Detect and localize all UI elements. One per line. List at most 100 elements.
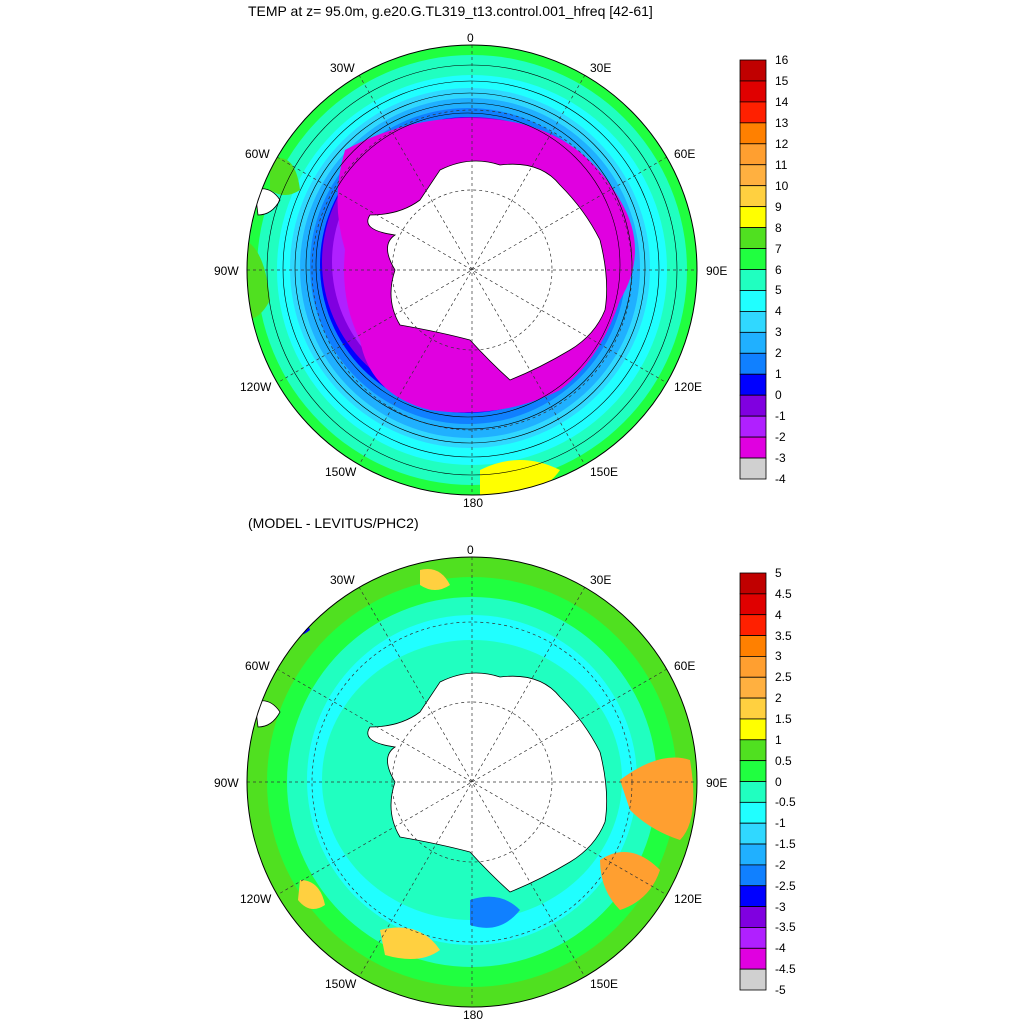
- bottom-colorbar-box: [739, 739, 767, 762]
- bottom-colorbar-box: [739, 843, 767, 866]
- bottom-colorbar-label: 3.5: [775, 628, 792, 643]
- bottom-colorbar-box: [739, 656, 767, 678]
- top-colorbar-box: [739, 415, 767, 438]
- top-lon-60w: 60W: [245, 147, 270, 161]
- top-colorbar-label: 8: [775, 220, 782, 235]
- top-colorbar-box: [739, 352, 767, 375]
- top-colorbar-box: [739, 143, 767, 166]
- top-colorbar-box: [739, 122, 767, 145]
- bottom-lon-90e: 90E: [706, 776, 728, 790]
- top-colorbar-box: [739, 227, 767, 249]
- top-colorbar-label: -4: [775, 472, 786, 486]
- top-lon-180: 180: [463, 496, 484, 510]
- bottom-colorbar-box: [739, 760, 767, 782]
- bottom-colorbar-label: -2: [775, 857, 786, 872]
- bottom-colorbar: [739, 572, 767, 991]
- bottom-panel-title: (MODEL - LEVITUS/PHC2): [248, 515, 419, 531]
- bottom-lon-120e: 120E: [674, 892, 703, 906]
- top-colorbar-box: [739, 206, 767, 228]
- top-colorbar-box: [739, 185, 767, 208]
- top-temperature-map: [247, 45, 697, 495]
- top-lon-0: 0: [467, 31, 474, 45]
- top-colorbar-box: [739, 331, 767, 354]
- bottom-lon-30e: 30E: [590, 573, 612, 587]
- bottom-colorbar-label: -4: [775, 941, 786, 956]
- top-colorbar-label: 1: [775, 367, 782, 382]
- bottom-colorbar-box: [739, 801, 767, 824]
- bottom-colorbar-box: [739, 822, 767, 845]
- bottom-colorbar-box: [739, 947, 767, 970]
- bottom-colorbar-box: [739, 635, 767, 657]
- bottom-colorbar-box: [739, 864, 767, 887]
- bottom-colorbar-label: 2.5: [775, 670, 792, 685]
- bottom-lon-120w: 120W: [240, 892, 272, 906]
- top-colorbar-box: [739, 436, 767, 459]
- bottom-colorbar-box: [739, 781, 767, 803]
- bottom-lon-30w: 30W: [330, 573, 355, 587]
- bottom-difference-map: [247, 557, 697, 1007]
- bottom-colorbar-box: [739, 906, 767, 928]
- bottom-colorbar-box: [739, 718, 767, 741]
- top-colorbar-box: [739, 310, 767, 333]
- top-lon-90e: 90E: [706, 264, 728, 278]
- top-lon-30e: 30E: [590, 61, 612, 75]
- top-lon-30w: 30W: [330, 61, 355, 75]
- top-colorbar-label: 13: [775, 115, 789, 130]
- bottom-colorbar-label: 1.5: [775, 711, 792, 726]
- bottom-lon-0: 0: [467, 543, 474, 557]
- bottom-colorbar-label: 4: [775, 607, 782, 622]
- top-colorbar-box: [739, 59, 767, 82]
- top-colorbar-label: 4: [775, 304, 782, 319]
- bottom-colorbar-label: 0.5: [775, 753, 792, 768]
- bottom-colorbar-label: -1.5: [775, 837, 796, 852]
- bottom-colorbar-box: [739, 614, 767, 636]
- bottom-colorbar-box: [739, 572, 767, 595]
- top-colorbar-box: [739, 269, 767, 291]
- top-colorbar-label: 3: [775, 325, 782, 340]
- bottom-colorbar-label: -5: [775, 983, 786, 997]
- top-colorbar-box: [739, 248, 767, 270]
- top-colorbar-label: -2: [775, 430, 786, 445]
- bottom-colorbar-label: -0.5: [775, 795, 796, 810]
- top-lon-120e: 120E: [674, 380, 703, 394]
- bottom-colorbar-box: [739, 927, 767, 949]
- bottom-colorbar-box: [739, 968, 767, 991]
- bottom-colorbar-label: -4.5: [775, 962, 796, 977]
- bottom-colorbar-box: [739, 593, 767, 616]
- top-colorbar-label: 11: [775, 157, 788, 172]
- top-colorbar-label: 2: [775, 346, 782, 361]
- bottom-colorbar-label: 3: [775, 649, 782, 664]
- bottom-lon-60e: 60E: [674, 659, 696, 673]
- top-colorbar-box: [739, 80, 767, 103]
- top-colorbar-box: [739, 373, 767, 396]
- bottom-lon-60w: 60W: [245, 659, 270, 673]
- top-colorbar-label: 10: [775, 178, 789, 193]
- top-colorbar-label: 16: [775, 53, 789, 67]
- top-lon-90w: 90W: [214, 264, 239, 278]
- bottom-colorbar-label: 5: [775, 566, 782, 580]
- top-colorbar-label: 9: [775, 199, 782, 214]
- top-colorbar-label: -1: [775, 409, 786, 424]
- top-colorbar-label: 6: [775, 262, 782, 277]
- top-colorbar-label: 15: [775, 73, 789, 88]
- bottom-colorbar-label: 4.5: [775, 586, 792, 601]
- bottom-lon-180: 180: [463, 1008, 484, 1022]
- bottom-colorbar-label: 1: [775, 732, 782, 747]
- top-colorbar-label: 5: [775, 283, 782, 298]
- top-colorbar-label: 7: [775, 241, 782, 256]
- bottom-lon-150e: 150E: [590, 977, 619, 991]
- bottom-colorbar-label: -3: [775, 899, 786, 914]
- top-colorbar-label: 0: [775, 388, 782, 403]
- top-colorbar: [739, 59, 767, 480]
- bottom-colorbar-label: 0: [775, 774, 782, 789]
- top-lon-150w: 150W: [325, 465, 357, 479]
- top-panel-title: TEMP at z= 95.0m, g.e20.G.TL319_t13.cont…: [248, 3, 653, 19]
- antarctica-top: [367, 160, 608, 381]
- top-lon-60e: 60E: [674, 147, 696, 161]
- top-colorbar-label: 14: [775, 94, 789, 109]
- bottom-colorbar-label: 2: [775, 691, 782, 706]
- top-colorbar-box: [739, 394, 767, 417]
- bottom-colorbar-box: [739, 676, 767, 699]
- bottom-colorbar-label: -3.5: [775, 920, 796, 935]
- bottom-colorbar-box: [739, 697, 767, 720]
